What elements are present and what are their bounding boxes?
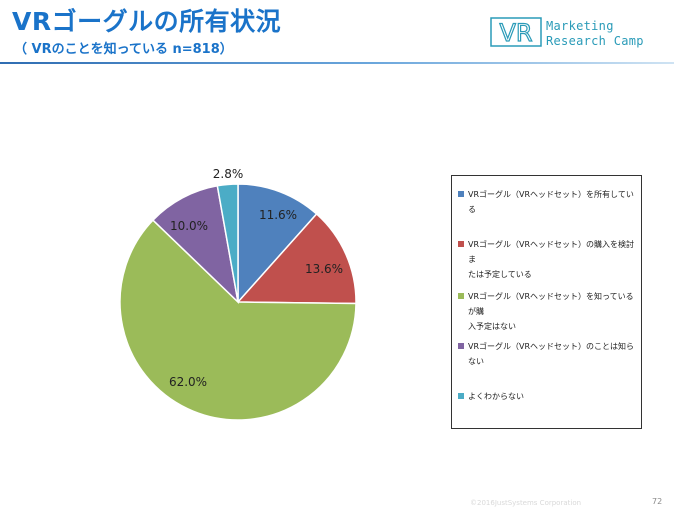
legend-swatch (458, 241, 464, 247)
legend-label-line2: 入予定はない (468, 322, 516, 331)
legend-label-line2: たは予定している (468, 270, 532, 279)
page-subtitle: （ VRのことを知っている n=818） (14, 42, 233, 57)
legend-label-line1: VRゴーグル（VRヘッドセット）のことは知らない (468, 342, 635, 366)
legend-swatch (458, 393, 464, 399)
legend-label: VRゴーグル（VRヘッドセット）のことは知らない (468, 339, 638, 369)
slice-label: 11.6% (259, 208, 297, 222)
legend-label-line1: VRゴーグル（VRヘッドセット）を知っているが購 (468, 292, 634, 316)
chart-legend: VRゴーグル（VRヘッドセット）を所有している VRゴーグル（VRヘッドセット）の… (451, 175, 642, 429)
legend-label: VRゴーグル（VRヘッドセット）を所有している (468, 187, 638, 217)
pie-slice (237, 183, 318, 304)
vr-logo-icon: VR (490, 17, 542, 47)
copyright-text: ©2016JustSystems Corporation (470, 499, 582, 507)
slice-label: 13.6% (305, 262, 343, 276)
legend-label-line1: VRゴーグル（VRヘッドセット）の購入を検討ま (468, 240, 635, 264)
logo-text: Marketing Research Camp (546, 19, 644, 49)
pie-slice (119, 219, 357, 421)
slice-label: 62.0% (169, 375, 207, 389)
legend-swatch (458, 293, 464, 299)
legend-label-line1: よくわからない (468, 392, 524, 401)
slice-label: 2.8% (213, 167, 244, 181)
logo-line2: Research Camp (546, 34, 644, 48)
legend-label: よくわからない (468, 389, 638, 404)
logo-line1: Marketing (546, 19, 614, 33)
pie-slice (236, 212, 357, 305)
page-number: 72 (652, 497, 663, 506)
header-divider (0, 62, 674, 64)
slice-label: 10.0% (170, 219, 208, 233)
brand-logo: VR Marketing Research Camp (490, 17, 660, 53)
pie-slice (216, 183, 239, 303)
pie-slice (151, 184, 240, 305)
legend-swatch (458, 343, 464, 349)
svg-text:VR: VR (499, 19, 532, 47)
legend-label-line1: VRゴーグル（VRヘッドセット）を所有している (468, 190, 634, 214)
legend-label: VRゴーグル（VRヘッドセット）を知っているが購入予定はない (468, 289, 638, 334)
legend-swatch (458, 191, 464, 197)
page-title: VRゴーグルの所有状況 (12, 7, 282, 36)
legend-label: VRゴーグル（VRヘッドセット）の購入を検討または予定している (468, 237, 638, 282)
